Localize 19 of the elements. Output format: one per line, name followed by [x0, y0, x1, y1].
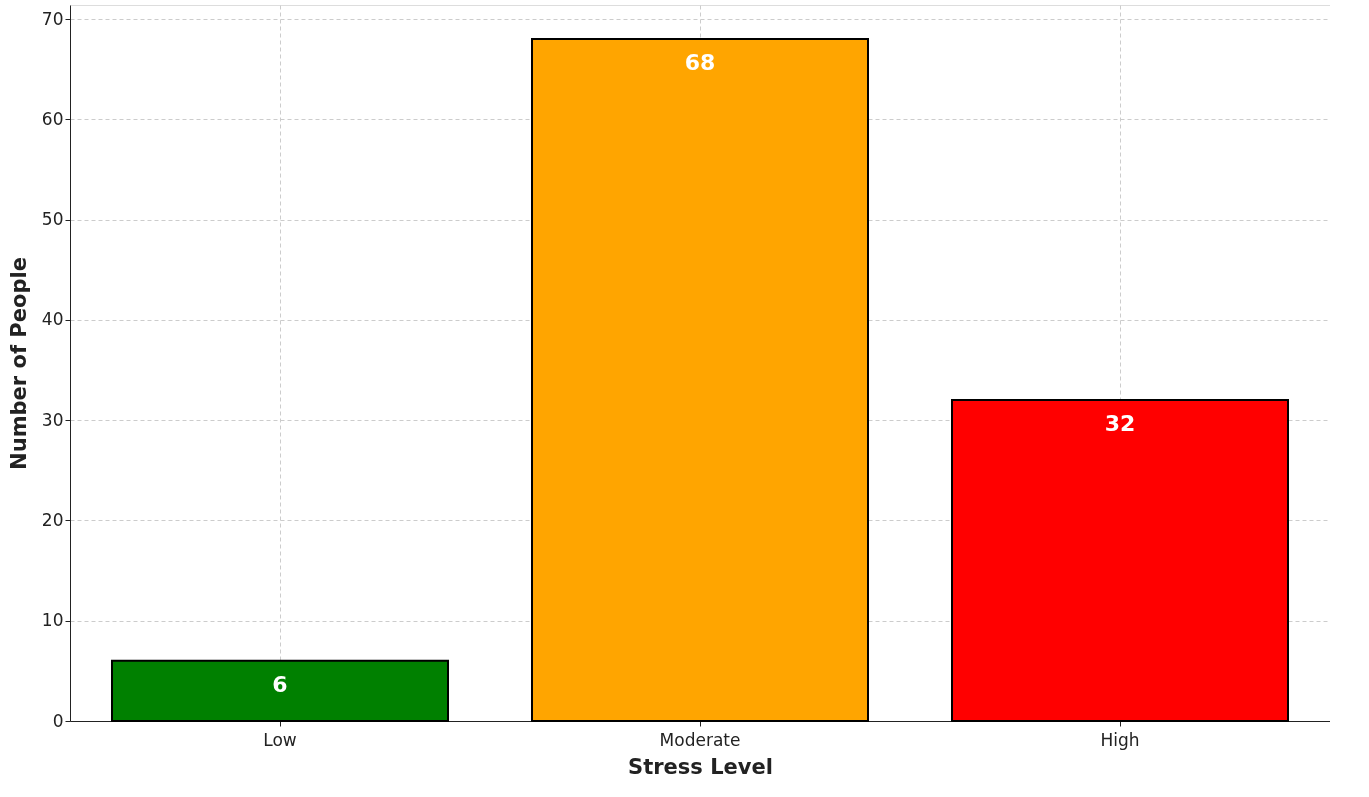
- data-label: 68: [684, 50, 716, 76]
- x-tick-label: Low: [263, 729, 297, 750]
- y-tick-label: 40: [41, 309, 64, 330]
- y-tick-label: 60: [41, 108, 64, 129]
- y-tick-label: 70: [41, 8, 64, 29]
- bar: [951, 399, 1289, 722]
- bar: [111, 659, 449, 722]
- y-tick-label: 50: [41, 209, 64, 230]
- x-tick-label: Moderate: [659, 729, 741, 750]
- bar: [531, 38, 869, 722]
- y-tick-label: 0: [52, 710, 64, 731]
- x-axis-title: Stress Level: [628, 754, 773, 779]
- y-tick-label: 30: [41, 409, 64, 430]
- data-label: 32: [1104, 411, 1136, 437]
- data-label: 6: [272, 671, 288, 697]
- x-tick-label: High: [1100, 729, 1140, 750]
- y-tick-label: 10: [41, 610, 64, 631]
- y-axis-title: Number of People: [6, 257, 31, 470]
- y-tick-label: 20: [41, 509, 64, 530]
